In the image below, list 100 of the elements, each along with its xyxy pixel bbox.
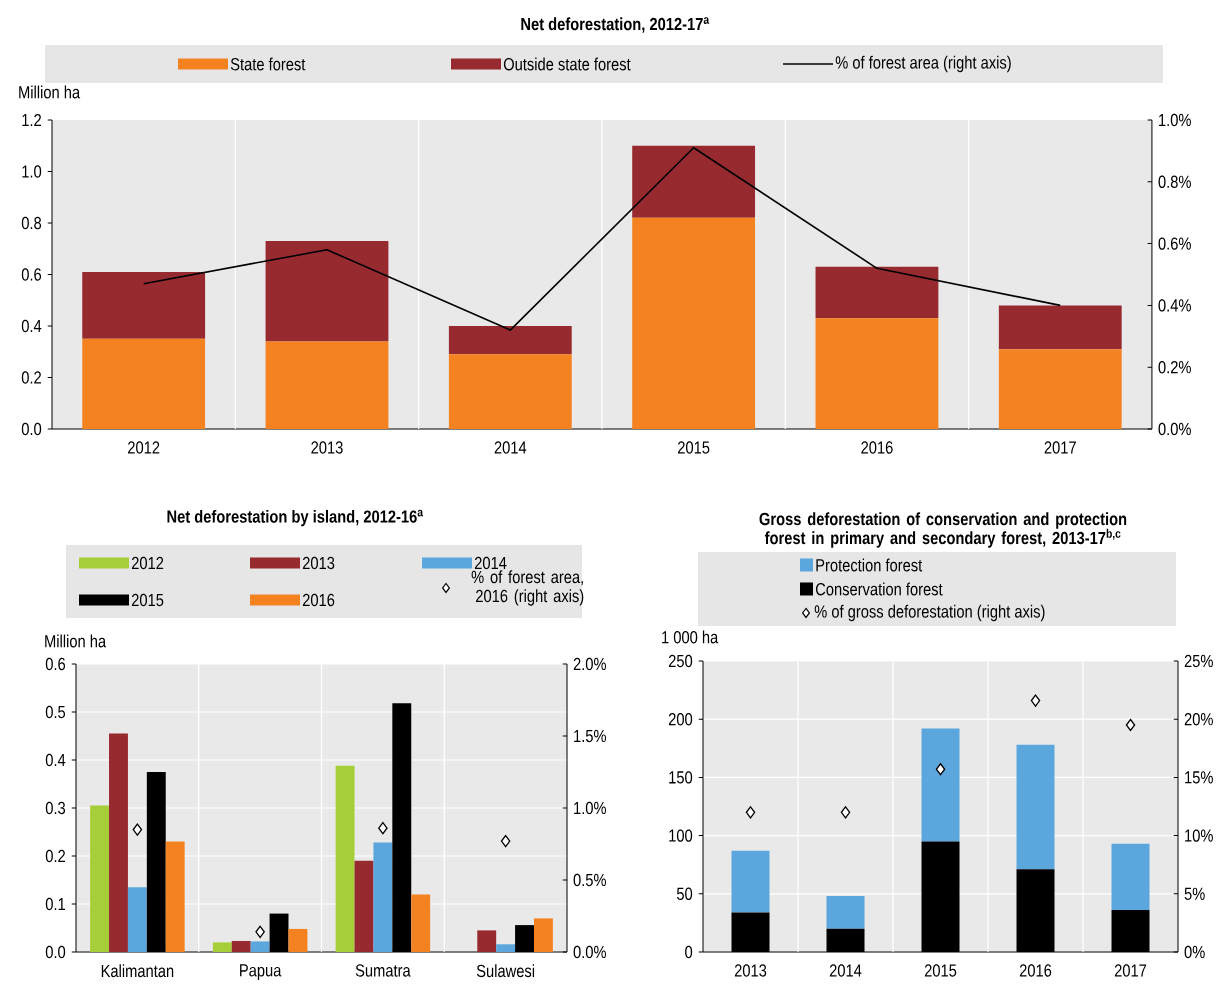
point xyxy=(378,822,388,835)
legend-label: 2016 xyxy=(302,593,335,607)
bar xyxy=(448,354,572,429)
legend-label: % of forest area, 2016 (right axis) xyxy=(471,570,584,606)
chart-title: Gross deforestation of conservation and protection forest in primary and secondary forest, 2013-17$^{b,c}$ xyxy=(759,512,1127,548)
y-tick-label: 0 xyxy=(685,945,693,959)
point xyxy=(745,806,756,819)
y2-tick-label: 0.0% xyxy=(1158,422,1191,436)
y-tick-label: 0.0 xyxy=(45,945,66,959)
y2-tick-label: 15% xyxy=(1185,771,1213,784)
point xyxy=(1030,694,1041,707)
point xyxy=(132,823,143,836)
legend-label: 2013 xyxy=(302,556,335,570)
bar xyxy=(212,942,232,952)
point xyxy=(255,925,265,938)
y2-tick-label: 0% xyxy=(1184,945,1205,959)
y-tick-label: 0.4 xyxy=(45,753,66,767)
bar xyxy=(373,842,393,952)
x-tick-label: 2015 xyxy=(924,964,957,977)
legend-label: % of gross deforestation (right axis) xyxy=(814,604,1045,622)
bar xyxy=(998,349,1122,429)
bar xyxy=(82,338,206,429)
y2-tick-label: 0.8% xyxy=(1158,175,1191,188)
chart-title: Net deforestation, 2012-17$^{a}$ xyxy=(521,17,710,33)
bar xyxy=(815,318,939,429)
y-tick-label: 100 xyxy=(669,829,693,842)
x-tick-label: 2013 xyxy=(311,441,343,454)
bar xyxy=(826,896,865,929)
y2-tick-label: 0.0% xyxy=(573,945,607,959)
y-tick-label: 0.2 xyxy=(21,371,41,384)
bar xyxy=(250,941,270,952)
x-tick-label: 2013 xyxy=(734,964,767,977)
y2-tick-label: 25% xyxy=(1184,654,1213,668)
x-tick-label: Sulawesi xyxy=(476,964,535,978)
x-tick-label: 2017 xyxy=(1044,441,1076,454)
y-tick-label: 0.3 xyxy=(45,801,66,815)
y2-tick-label: 1.0% xyxy=(1159,113,1191,127)
y-tick-label: 0.8 xyxy=(21,216,42,230)
y2-tick-label: 10% xyxy=(1185,829,1213,842)
bar xyxy=(632,145,756,218)
bar xyxy=(921,728,960,842)
y-tick-label: 1.2 xyxy=(22,113,41,127)
y-tick-label: 0.6 xyxy=(45,657,66,671)
point xyxy=(500,834,511,848)
bar xyxy=(477,930,497,952)
bar xyxy=(231,940,251,952)
y2-tick-label: 2.0% xyxy=(573,657,607,671)
y-axis-title: Million ha xyxy=(19,85,81,99)
legend-label: 2012 xyxy=(131,556,164,570)
x-tick-label: 2012 xyxy=(128,441,160,454)
y-tick-label: 0.2 xyxy=(45,849,65,863)
bar xyxy=(354,860,374,952)
bar xyxy=(82,271,206,339)
bar xyxy=(632,217,756,429)
y2-tick-label: 1.5% xyxy=(574,729,607,743)
legend-label: Conservation forest xyxy=(815,582,943,596)
chart-title: Net deforestation by island, 2012-16$^{a}$ xyxy=(167,509,424,527)
y-tick-label: 250 xyxy=(668,654,693,668)
legend-label: 2015 xyxy=(131,593,164,607)
y2-tick-label: 0.5% xyxy=(573,873,607,887)
x-tick-label: 2014 xyxy=(494,441,527,454)
y-tick-label: 1.0 xyxy=(22,165,42,178)
x-tick-label: 2017 xyxy=(1114,964,1147,977)
y-tick-label: 0.0 xyxy=(21,422,42,436)
bar xyxy=(265,241,389,342)
y2-tick-label: 1.0% xyxy=(574,801,607,815)
y2-tick-label: 0.6% xyxy=(1158,237,1191,250)
legend-label: 2014 xyxy=(474,556,507,570)
y2-tick-label: 5% xyxy=(1184,887,1205,900)
y-tick-label: 0.6 xyxy=(21,268,42,281)
bar xyxy=(127,887,147,952)
bar xyxy=(265,341,389,429)
bar xyxy=(448,325,572,355)
point xyxy=(1125,718,1136,732)
bar xyxy=(1111,843,1150,911)
x-tick-label: 2014 xyxy=(829,964,862,977)
legend-label: % of forest area (right axis) xyxy=(835,55,1011,73)
bar xyxy=(411,894,431,952)
y-tick-label: 200 xyxy=(668,712,693,726)
bar xyxy=(288,928,308,952)
x-tick-label: 2016 xyxy=(1019,964,1052,977)
x-tick-label: 2016 xyxy=(861,441,893,454)
y-tick-label: 150 xyxy=(669,771,693,784)
y-axis-title: Million ha xyxy=(45,634,107,648)
bar xyxy=(998,305,1122,350)
y2-tick-label: 0.2% xyxy=(1158,360,1191,374)
point xyxy=(935,763,946,776)
legend-label: Outside state forest xyxy=(503,57,631,71)
y-tick-label: 50 xyxy=(676,887,693,900)
x-tick-label: 2015 xyxy=(678,441,710,454)
bar xyxy=(731,850,770,913)
y-tick-label: 0.4 xyxy=(21,319,42,333)
y-tick-label: 0.5 xyxy=(45,705,66,719)
x-tick-label: Sumatra xyxy=(355,964,411,977)
legend-label: State forest xyxy=(230,57,306,71)
line-series xyxy=(142,146,1062,331)
bar xyxy=(90,805,110,952)
legend-label: Protection forest xyxy=(816,558,923,572)
x-tick-label: Kalimantan xyxy=(101,964,174,978)
bar xyxy=(109,733,128,952)
